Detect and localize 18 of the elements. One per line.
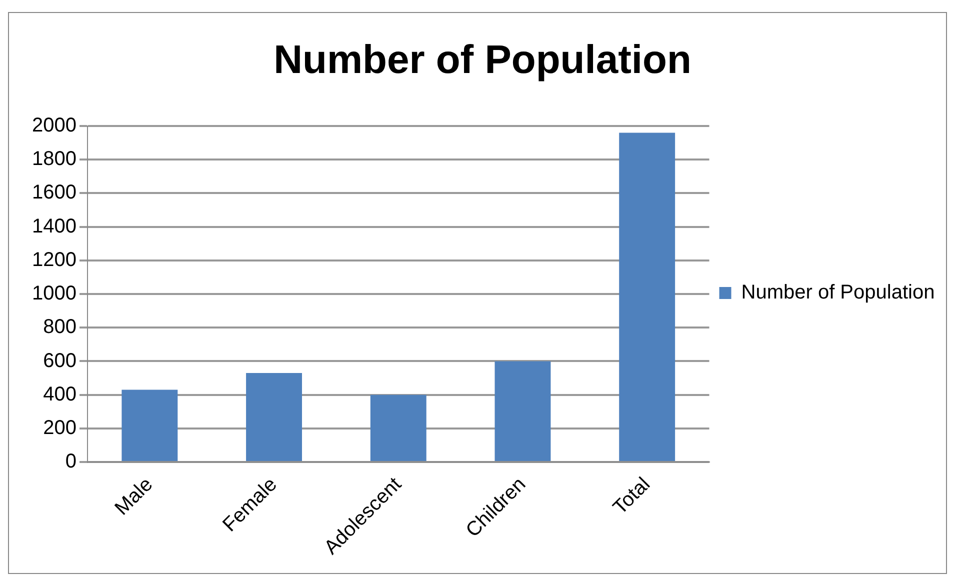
y-tick-label: 800 (43, 316, 76, 338)
bar (122, 390, 178, 462)
legend-label: Number of Population (741, 282, 935, 304)
y-tick-label: 2000 (32, 114, 76, 137)
y-tick-label: 1600 (32, 182, 76, 204)
y-tick-label: 400 (43, 383, 76, 406)
y-tick-label: 1000 (32, 282, 76, 305)
y-tick-label: 1800 (32, 148, 76, 170)
y-tick-label: 0 (65, 450, 76, 473)
bar (246, 373, 302, 462)
bar (494, 361, 551, 462)
y-tick-label: 1400 (32, 215, 76, 238)
y-tick-label: 600 (43, 350, 76, 372)
y-tick-label: 200 (43, 416, 76, 439)
bar (619, 132, 676, 462)
y-tick-label: 1200 (32, 248, 76, 271)
chart-title: Number of Population (274, 38, 692, 82)
bar (370, 394, 426, 462)
